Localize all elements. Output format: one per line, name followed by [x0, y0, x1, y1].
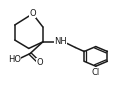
Text: HO: HO — [8, 55, 21, 64]
Text: NH: NH — [54, 37, 67, 46]
Text: O: O — [29, 9, 36, 18]
Text: Cl: Cl — [92, 68, 100, 77]
Text: O: O — [36, 58, 43, 67]
